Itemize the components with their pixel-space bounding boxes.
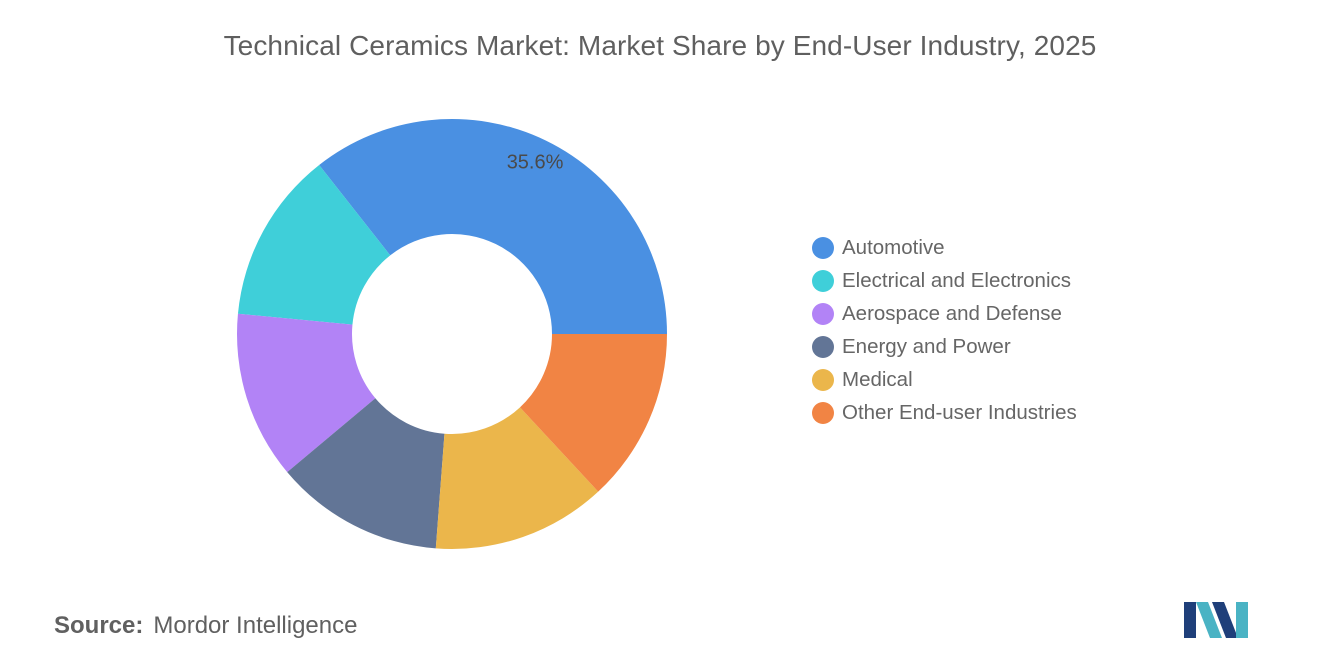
source-note: Source: Mordor Intelligence	[54, 612, 357, 640]
legend-label: Energy and Power	[842, 334, 1011, 358]
slice-electrical-and-electronics	[237, 164, 391, 325]
source-value: Mordor Intelligence	[153, 612, 358, 639]
legend-swatch-icon	[812, 335, 834, 358]
data-label-automotive: 35.6%	[507, 151, 564, 173]
legend-label: Aerospace and Defense	[842, 301, 1062, 325]
legend-swatch-icon	[812, 401, 834, 424]
legend-label: Electrical and Electronics	[842, 268, 1072, 292]
slice-automotive	[319, 118, 667, 334]
slice-other-end-user-industries	[519, 334, 667, 492]
legend-label: Other End-user Industries	[842, 400, 1077, 424]
legend-label: Automotive	[842, 235, 945, 259]
legend-item-energy-and-power: Energy and Power	[812, 330, 1077, 363]
mordor-intelligence-logo-icon	[1184, 602, 1248, 638]
legend-item-other-end-user-industries: Other End-user Industries	[812, 396, 1077, 429]
legend-swatch-icon	[812, 368, 834, 391]
legend-label: Medical	[842, 367, 913, 391]
legend-item-aerospace-and-defense: Aerospace and Defense	[812, 297, 1077, 330]
legend-item-electrical-and-electronics: Electrical and Electronics	[812, 264, 1077, 297]
slice-aerospace-and-defense	[237, 313, 376, 473]
chart-legend: Automotive Electrical and Electronics Aero…	[812, 231, 1077, 429]
slice-energy-and-power	[287, 398, 445, 549]
legend-swatch-icon	[812, 302, 834, 325]
chart-title: Technical Ceramics Market: Market Share …	[223, 30, 1097, 61]
legend-swatch-icon	[812, 236, 834, 259]
slice-medical	[435, 407, 599, 549]
legend-swatch-icon	[812, 269, 834, 292]
source-label: Source:	[54, 612, 144, 639]
legend-item-medical: Medical	[812, 363, 1077, 396]
legend-item-automotive: Automotive	[812, 231, 1077, 264]
